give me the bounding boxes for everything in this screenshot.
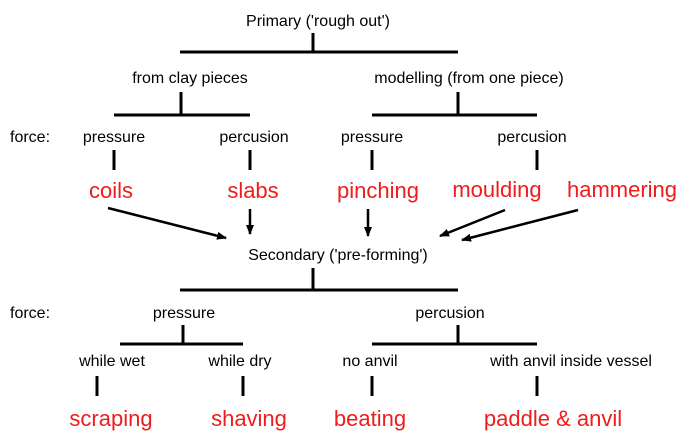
while-dry-label: while dry (207, 353, 271, 370)
beating-technique: beating (334, 406, 406, 431)
arrow-hammering (461, 208, 579, 242)
secondary-pressure-label: pressure (153, 305, 215, 322)
clay-pressure-label: pressure (83, 129, 145, 146)
scraping-technique: scraping (69, 406, 152, 431)
no-anvil-label: no anvil (342, 353, 397, 370)
clay-percussion-label: percusion (219, 129, 288, 146)
secondary-force-label: force: (10, 305, 50, 322)
modelling-percussion-label: percusion (497, 129, 566, 146)
coils-technique: coils (89, 178, 133, 203)
primary-title: Primary ('rough out') (246, 13, 390, 30)
secondary-title: Secondary ('pre-forming') (248, 247, 428, 264)
moulding-technique: moulding (452, 177, 541, 202)
clay-pieces-label: from clay pieces (132, 70, 248, 87)
shaving-technique: shaving (211, 406, 287, 431)
arrow-moulding (439, 208, 506, 238)
anvil-inside-label: with anvil inside vessel (489, 353, 652, 370)
secondary-percussion-label: percusion (415, 305, 484, 322)
slabs-technique: slabs (227, 178, 278, 203)
pinching-technique: pinching (337, 178, 419, 203)
hammering-technique: hammering (567, 177, 677, 202)
while-wet-label: while wet (78, 353, 145, 370)
modelling-label: modelling (from one piece) (374, 70, 563, 87)
paddle-anvil-technique: paddle & anvil (484, 406, 622, 431)
arrow-coils (107, 206, 227, 240)
modelling-pressure-label: pressure (341, 129, 403, 146)
primary-force-label: force: (10, 129, 50, 146)
